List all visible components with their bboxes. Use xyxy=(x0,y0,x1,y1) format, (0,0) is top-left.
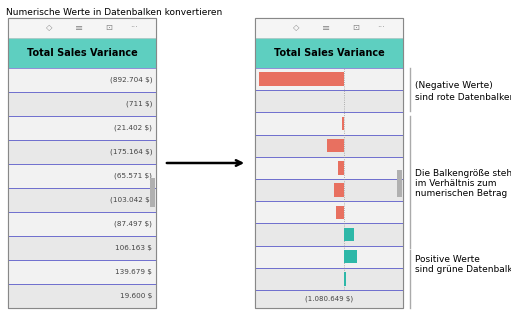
Bar xyxy=(255,18,403,38)
Text: im Verhältnis zum: im Verhältnis zum xyxy=(415,179,497,188)
Bar xyxy=(8,92,156,116)
Bar xyxy=(8,38,156,68)
Text: ◇: ◇ xyxy=(46,23,53,32)
Bar xyxy=(8,236,156,260)
Text: ◇: ◇ xyxy=(293,23,299,32)
Text: Die Balkengröße steht: Die Balkengröße steht xyxy=(415,169,511,178)
Bar xyxy=(150,179,155,207)
Text: Positive Werte: Positive Werte xyxy=(415,255,480,264)
Bar xyxy=(8,18,156,38)
Bar xyxy=(255,38,403,68)
Bar xyxy=(255,68,403,90)
Text: 106.163 $: 106.163 $ xyxy=(115,245,152,251)
Bar xyxy=(8,212,156,236)
Bar xyxy=(255,268,403,290)
Text: (175.164 $): (175.164 $) xyxy=(109,149,152,155)
Bar xyxy=(342,117,344,130)
Bar xyxy=(8,188,156,212)
Bar xyxy=(255,135,403,157)
Text: sind grüne Datenbalken: sind grüne Datenbalken xyxy=(415,265,511,274)
Text: ≡: ≡ xyxy=(75,23,83,33)
Bar xyxy=(8,116,156,140)
Bar xyxy=(255,90,403,113)
Bar xyxy=(338,161,344,175)
Text: Total Sales Variance: Total Sales Variance xyxy=(27,48,137,58)
Text: (103.042 $): (103.042 $) xyxy=(109,197,152,203)
Bar xyxy=(255,179,403,201)
Text: (87.497 $): (87.497 $) xyxy=(114,221,152,227)
Bar xyxy=(255,157,403,179)
Bar xyxy=(255,223,403,246)
Bar xyxy=(344,272,345,285)
Text: (892.704 $): (892.704 $) xyxy=(109,77,152,83)
Bar xyxy=(255,18,403,308)
Text: ···: ··· xyxy=(130,23,138,32)
Text: ⊡: ⊡ xyxy=(352,23,359,32)
Text: sind rote Datenbalken: sind rote Datenbalken xyxy=(415,92,511,102)
Bar xyxy=(327,139,344,152)
Text: Total Sales Variance: Total Sales Variance xyxy=(273,48,384,58)
Bar xyxy=(8,140,156,164)
Text: ⊡: ⊡ xyxy=(105,23,112,32)
Text: 139.679 $: 139.679 $ xyxy=(115,269,152,275)
Text: (65.571 $): (65.571 $) xyxy=(114,173,152,179)
Bar xyxy=(334,183,344,197)
Bar xyxy=(397,170,402,197)
Bar xyxy=(255,18,403,308)
Bar xyxy=(8,260,156,284)
Bar xyxy=(260,73,344,86)
Bar xyxy=(8,164,156,188)
Bar xyxy=(255,201,403,223)
Text: ≡: ≡ xyxy=(322,23,330,33)
Text: (Negative Werte): (Negative Werte) xyxy=(415,82,493,90)
Bar xyxy=(8,18,156,308)
Bar xyxy=(8,18,156,308)
Bar xyxy=(344,228,354,241)
Text: Numerische Werte in Datenbalken konvertieren: Numerische Werte in Datenbalken konverti… xyxy=(6,8,222,17)
Bar xyxy=(255,113,403,135)
Bar xyxy=(8,68,156,92)
Bar xyxy=(8,284,156,308)
Text: (711 $): (711 $) xyxy=(126,101,152,107)
Text: (21.402 $): (21.402 $) xyxy=(114,125,152,131)
Bar xyxy=(255,290,403,308)
Text: 19.600 $: 19.600 $ xyxy=(120,293,152,299)
Text: ···: ··· xyxy=(377,23,385,32)
Bar xyxy=(255,246,403,268)
Bar xyxy=(344,250,357,263)
Text: numerischen Betrag: numerischen Betrag xyxy=(415,189,507,198)
Text: (1.080.649 $): (1.080.649 $) xyxy=(305,296,353,302)
Bar xyxy=(336,206,344,219)
